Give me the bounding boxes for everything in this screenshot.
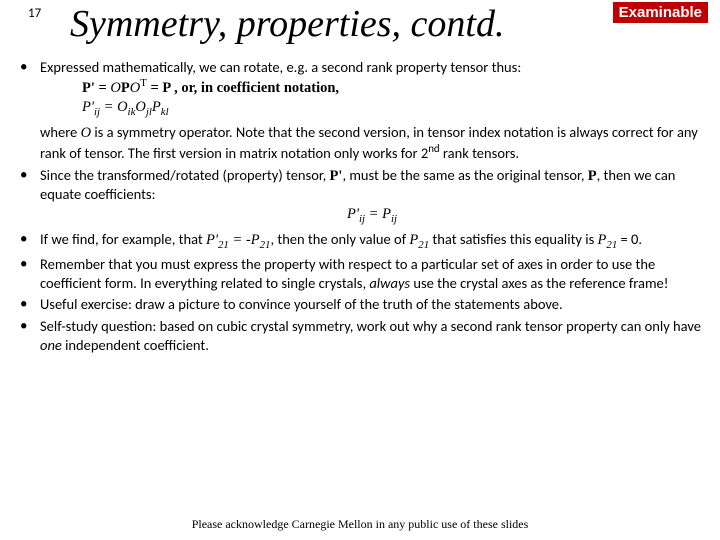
bullet-list: Expressed mathematically, we can rotate,… <box>16 58 704 120</box>
b2eq-l: P' <box>347 206 359 222</box>
bullet-3: If we find, for example, that P'21 = -P2… <box>16 230 704 253</box>
examinable-badge: Examinable <box>613 2 708 23</box>
b2c: , must be the same as the original tenso… <box>342 166 587 184</box>
slide-title: Symmetry, properties, contd. <box>70 2 504 46</box>
eq1-pre: P' = <box>82 79 110 95</box>
page-number: 17 <box>28 6 41 21</box>
b3h: P <box>409 232 418 248</box>
bullet-4: Remember that you must express the prope… <box>16 255 704 292</box>
b1-eq1: P' = OPOT = P , or, in coefficient notat… <box>82 77 704 97</box>
b3c: 21 <box>218 238 229 250</box>
eq2-kl: kl <box>161 106 169 118</box>
eq1-post: = P , or, in coefficient notation, <box>147 79 339 95</box>
b3j: that satisfies this equality is <box>429 230 597 248</box>
b3a: If we find, for example, that <box>40 230 206 248</box>
eq1-p: P <box>121 79 130 95</box>
b6c: independent coefficient. <box>62 336 209 354</box>
eq2-eq: = <box>100 99 117 115</box>
bullet-1: Expressed mathematically, we can rotate,… <box>16 58 704 120</box>
eq2-o3: O <box>117 99 127 115</box>
eq1-o1: O <box>110 79 120 95</box>
b6b: one <box>40 336 62 354</box>
p1a: where <box>40 123 81 141</box>
bullet-2: Since the transformed/rotated (property)… <box>16 166 704 227</box>
b2eq-ij2: ij <box>391 213 397 225</box>
b3i: 21 <box>418 238 429 250</box>
slide-body: Expressed mathematically, we can rotate,… <box>16 58 704 357</box>
bullet-6: Self-study question: based on cubic crys… <box>16 317 704 354</box>
b2d: P <box>588 168 597 184</box>
p1e: rank tensors. <box>440 144 519 162</box>
para-1: where O is a symmetry operator. Note tha… <box>20 123 704 163</box>
bullet-list-2: Since the transformed/rotated (property)… <box>16 166 704 354</box>
b3f: 21 <box>260 238 271 250</box>
b2b: P' <box>330 168 343 184</box>
footer-acknowledgement: Please acknowledge Carnegie Mellon in an… <box>0 517 720 532</box>
p1c: is a symmetry operator. Note that the se… <box>40 123 698 162</box>
b4b: always <box>369 274 410 292</box>
eq2-p: P <box>152 99 161 115</box>
b5: Useful exercise: draw a picture to convi… <box>40 295 563 313</box>
b4c: use the crystal axes as the reference fr… <box>410 274 668 292</box>
b2eq-r: P <box>382 206 391 222</box>
b3g: , then the only value of <box>270 230 409 248</box>
b6a: Self-study question: based on cubic crys… <box>40 317 701 335</box>
eq2-o4: O <box>135 99 145 115</box>
eq1-t: T <box>140 77 147 89</box>
b3l: 21 <box>606 238 617 250</box>
eq2-lhs: P' <box>82 99 94 115</box>
eq1-o2: O <box>130 79 140 95</box>
b1-line1: Expressed mathematically, we can rotate,… <box>40 58 521 76</box>
bullet-5: Useful exercise: draw a picture to convi… <box>16 295 704 314</box>
b3e: P <box>251 232 260 248</box>
p1d: nd <box>428 142 439 155</box>
p1b: O <box>81 125 91 141</box>
b2a: Since the transformed/rotated (property)… <box>40 166 330 184</box>
b1-eq2: P'ij = OikOjlPkl <box>82 97 704 120</box>
b2eq-eq: = <box>365 206 382 222</box>
b3m: = 0. <box>617 230 642 248</box>
b3d: = - <box>229 232 251 248</box>
b3b: P' <box>206 232 218 248</box>
b2-eq: P'ij = Pij <box>40 204 704 227</box>
